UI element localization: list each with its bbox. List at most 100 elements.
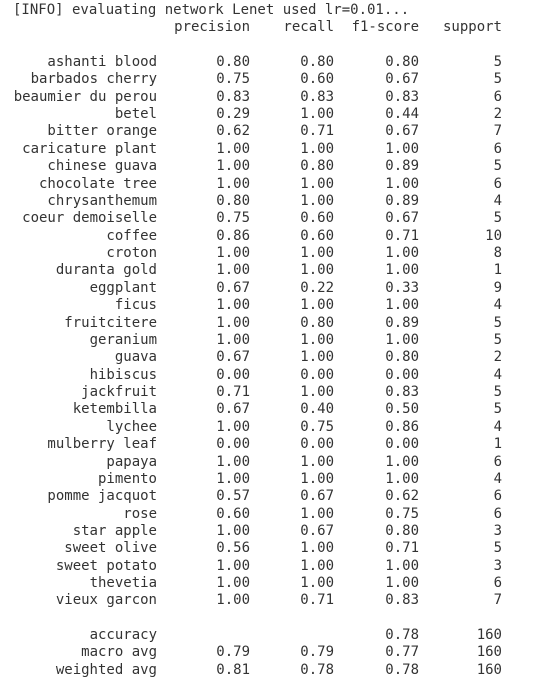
- row-f1-score: 0.71: [385, 227, 419, 244]
- row-precision: 0.80: [216, 192, 250, 209]
- row-f1-score: 0.44: [385, 106, 419, 123]
- row-label: ashanti blood: [47, 54, 157, 70]
- row-precision: 0.80: [216, 54, 250, 70]
- row-precision: 0.86: [216, 227, 250, 244]
- row-precision: 0.29: [216, 106, 250, 123]
- row-recall: 1.00: [300, 349, 334, 366]
- row-precision: 0.62: [216, 123, 250, 140]
- row-recall: 1.00: [300, 175, 334, 192]
- row-f1-score: 1.00: [385, 557, 419, 574]
- report-row: croton 1.00 1.00 1.00 8: [0, 245, 536, 262]
- report-row: star apple 1.00 0.67 0.80 3: [0, 523, 536, 540]
- row-label: ketembilla: [72, 401, 157, 418]
- row-f1-score: 1.00: [385, 297, 419, 314]
- row-recall: 0.00: [300, 366, 334, 383]
- row-support: 1: [493, 436, 502, 453]
- row-recall: 1.00: [300, 384, 334, 401]
- row-label: sweet potato: [55, 557, 157, 574]
- row-precision: 0.57: [216, 488, 250, 505]
- report-row: geranium 1.00 1.00 1.00 5: [0, 332, 536, 349]
- row-recall: 0.75: [300, 418, 334, 435]
- row-precision: 0.00: [216, 436, 250, 453]
- row-recall: 0.22: [300, 279, 334, 296]
- report-row: barbados cherry 0.75 0.60 0.67 5: [0, 71, 536, 88]
- row-support: 5: [493, 540, 502, 557]
- row-recall: 1.00: [300, 575, 334, 592]
- row-precision: 0.81: [216, 661, 250, 678]
- row-precision: 1.00: [216, 453, 250, 470]
- report-row: beaumier du perou 0.83 0.83 0.83 6: [0, 89, 536, 106]
- row-support: 5: [493, 401, 502, 418]
- row-precision: 0.67: [216, 401, 250, 418]
- row-recall: 0.79: [300, 644, 334, 661]
- row-f1-score: 0.77: [385, 644, 419, 661]
- report-row: caricature plant 1.00 1.00 1.00 6: [0, 141, 536, 158]
- row-label: pimento: [97, 470, 157, 487]
- report-row: bitter orange 0.62 0.71 0.67 7: [0, 123, 536, 140]
- row-label: chrysanthemum: [47, 192, 157, 209]
- report-row: rose 0.60 1.00 0.75 6: [0, 506, 536, 523]
- report-row: ficus 1.00 1.00 1.00 4: [0, 297, 536, 314]
- report-row: sweet potato 1.00 1.00 1.00 3: [0, 558, 536, 575]
- report-row: lychee 1.00 0.75 0.86 4: [0, 419, 536, 436]
- row-f1-score: 0.78: [385, 661, 419, 678]
- row-label: chocolate tree: [38, 175, 157, 192]
- row-support: 4: [493, 192, 502, 209]
- row-support: 5: [493, 314, 502, 331]
- row-support: 6: [493, 488, 502, 505]
- row-support: 5: [493, 384, 502, 401]
- row-label: star apple: [72, 522, 157, 539]
- row-label: mulberry leaf: [47, 436, 157, 453]
- row-precision: 0.00: [216, 366, 250, 383]
- row-support: 5: [493, 331, 502, 348]
- row-precision: 1.00: [216, 245, 250, 262]
- summary-row: weighted avg 0.81 0.78 0.78 160: [0, 662, 536, 679]
- row-support: 3: [493, 522, 502, 539]
- report-row: betel 0.29 1.00 0.44 2: [0, 106, 536, 123]
- row-f1-score: 0.80: [385, 522, 419, 539]
- row-recall: 0.00: [300, 436, 334, 453]
- row-support: 5: [493, 71, 502, 88]
- row-recall: 0.71: [300, 592, 334, 609]
- row-recall: 0.60: [300, 210, 334, 227]
- row-recall: 0.80: [300, 54, 334, 70]
- row-precision: 1.00: [216, 470, 250, 487]
- report-row: chrysanthemum 0.80 1.00 0.89 4: [0, 193, 536, 210]
- report-row: mulberry leaf 0.00 0.00 0.00 1: [0, 436, 536, 453]
- row-support: 5: [493, 54, 502, 70]
- row-support: 7: [493, 592, 502, 609]
- row-recall: 0.71: [300, 123, 334, 140]
- report-row: coffee 0.86 0.60 0.71 10: [0, 228, 536, 245]
- row-recall: 1.00: [300, 331, 334, 348]
- row-precision: 1.00: [216, 331, 250, 348]
- report-row: hibiscus 0.00 0.00 0.00 4: [0, 367, 536, 384]
- report-row: pimento 1.00 1.00 1.00 4: [0, 471, 536, 488]
- report-header-row: precision recall f1-score support: [0, 19, 536, 36]
- row-label: thevetia: [89, 575, 157, 592]
- report-row: ketembilla 0.67 0.40 0.50 5: [0, 401, 536, 418]
- row-label: ficus: [114, 297, 157, 314]
- row-f1-score: 0.83: [385, 384, 419, 401]
- row-f1-score: 0.00: [385, 366, 419, 383]
- row-support: 8: [493, 245, 502, 262]
- row-f1-score: 0.50: [385, 401, 419, 418]
- row-f1-score: 0.78: [385, 627, 419, 643]
- row-support: 7: [493, 123, 502, 140]
- row-f1-score: 0.86: [385, 418, 419, 435]
- row-support: 160: [476, 661, 502, 678]
- report-row: coeur demoiselle 0.75 0.60 0.67 5: [0, 210, 536, 227]
- row-f1-score: 0.33: [385, 279, 419, 296]
- row-precision: 0.67: [216, 279, 250, 296]
- row-precision: 0.75: [216, 210, 250, 227]
- row-f1-score: 0.71: [385, 540, 419, 557]
- row-precision: 1.00: [216, 418, 250, 435]
- row-recall: 1.00: [300, 505, 334, 522]
- row-precision: 1.00: [216, 158, 250, 175]
- row-recall: 1.00: [300, 470, 334, 487]
- report-row: vieux garcon 1.00 0.71 0.83 7: [0, 592, 536, 609]
- report-row: fruitcitere 1.00 0.80 0.89 5: [0, 315, 536, 332]
- summary-row: macro avg 0.79 0.79 0.77 160: [0, 644, 536, 661]
- row-support: 6: [493, 575, 502, 592]
- row-f1-score: 0.89: [385, 158, 419, 175]
